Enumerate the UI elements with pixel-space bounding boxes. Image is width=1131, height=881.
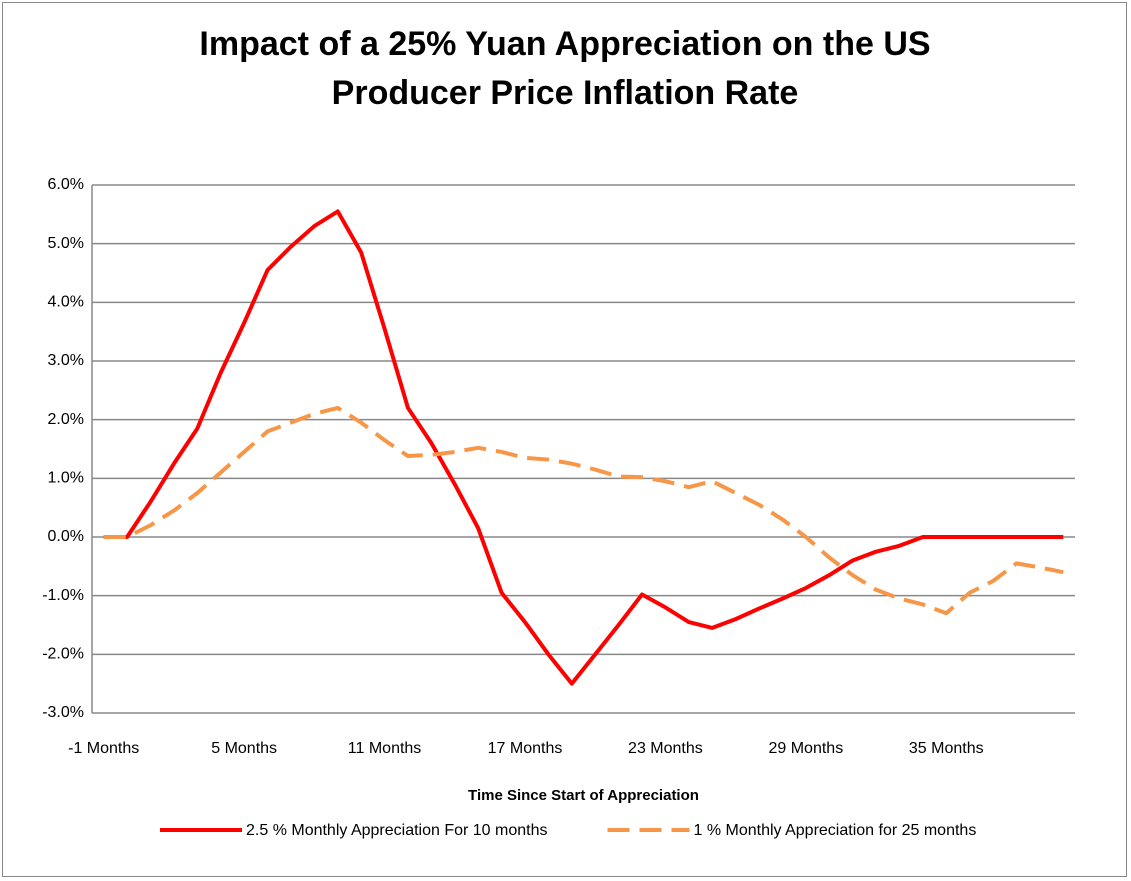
x-tick-label: 35 Months (909, 740, 984, 757)
x-tick-label: 23 Months (628, 740, 703, 757)
y-tick-label: 5.0% (48, 235, 84, 252)
y-tick-label: 0.0% (48, 528, 84, 545)
y-tick-label: -3.0% (42, 704, 84, 721)
x-tick-label: -1 Months (68, 740, 139, 757)
y-tick-label: 3.0% (48, 352, 84, 369)
series-line (103, 209, 1064, 686)
y-tick-label: 2.0% (48, 411, 84, 428)
x-tick-label: 5 Months (211, 740, 277, 757)
series-line (103, 405, 1064, 616)
x-tick-label: 29 Months (768, 740, 843, 757)
legend-label: 1 % Monthly Appreciation for 25 months (694, 822, 977, 839)
y-tick-label: 4.0% (48, 294, 84, 311)
x-axis-title: Time Since Start of Appreciation (468, 787, 699, 804)
legend-label: 2.5 % Monthly Appreciation For 10 months (246, 822, 548, 839)
chart-title: Impact of a 25% Yuan Appreciation on the… (199, 25, 931, 112)
x-tick-label: 17 Months (488, 740, 563, 757)
x-tick-label: 11 Months (348, 740, 422, 757)
y-tick-label: -1.0% (42, 587, 84, 604)
y-tick-label: 1.0% (48, 470, 84, 487)
y-tick-label: -2.0% (42, 646, 84, 663)
y-tick-label: 6.0% (48, 176, 84, 193)
